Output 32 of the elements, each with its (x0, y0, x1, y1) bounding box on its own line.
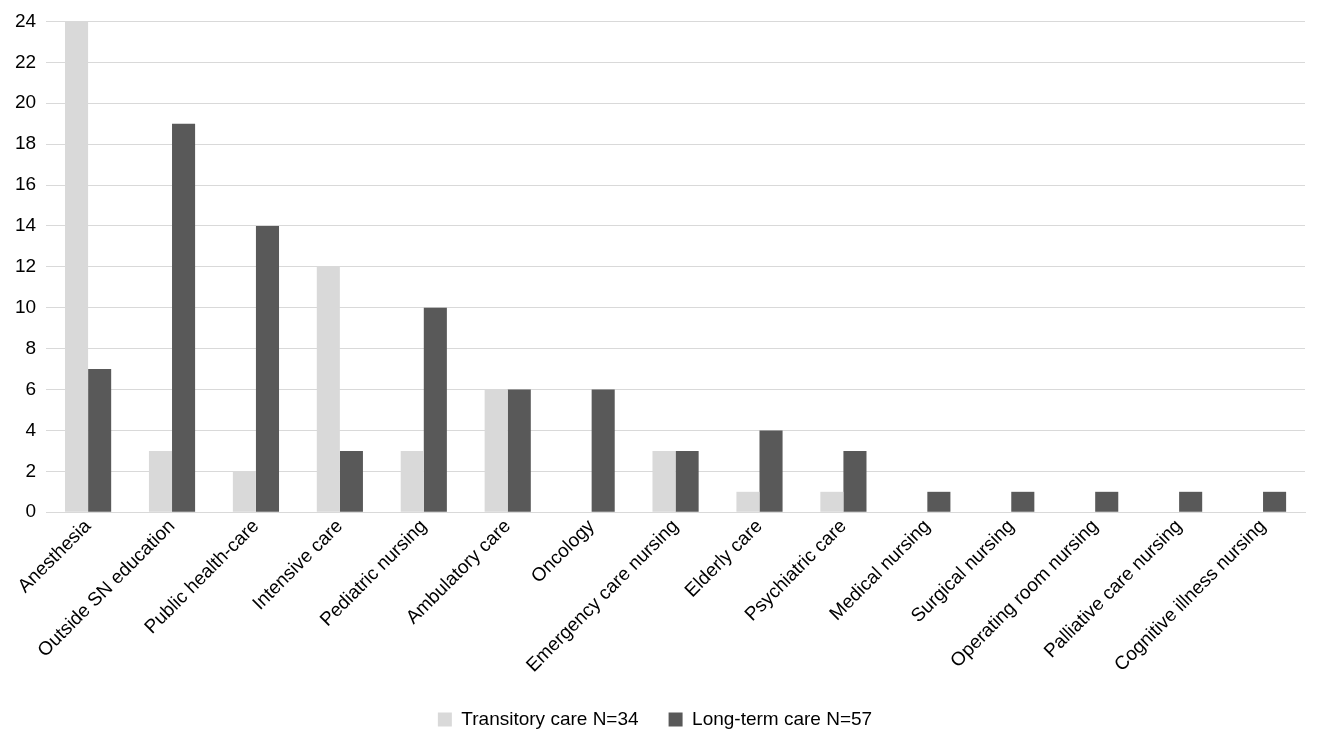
y-tick-label: 6 (25, 377, 37, 399)
bar (736, 491, 760, 512)
y-tick-label: 12 (14, 255, 37, 277)
y-tick-label: 0 (25, 500, 37, 522)
bar (1095, 491, 1119, 512)
y-tick-label: 24 (14, 9, 37, 31)
bar (172, 123, 196, 512)
bar (843, 450, 867, 512)
bar (591, 389, 615, 512)
legend-label: Long-term care N=57 (692, 707, 873, 729)
legend-label: Transitory care N=34 (461, 707, 640, 729)
y-tick-label: 8 (25, 336, 37, 358)
bar (1263, 491, 1287, 512)
bar (1011, 491, 1035, 512)
y-tick-label: 10 (14, 295, 37, 317)
bar (423, 307, 447, 512)
bar (820, 491, 844, 512)
bar (255, 225, 280, 512)
bar (927, 491, 951, 512)
bar (507, 389, 531, 512)
bar (1179, 491, 1203, 512)
y-tick-label: 16 (14, 173, 37, 195)
y-tick-label: 22 (14, 50, 37, 72)
bar (88, 369, 112, 512)
bar (759, 430, 783, 512)
bar (675, 450, 699, 512)
y-tick-label: 18 (14, 132, 37, 154)
y-tick-label: 4 (25, 418, 37, 440)
bar (339, 450, 363, 512)
y-tick-label: 14 (14, 214, 37, 236)
y-tick-label: 2 (25, 459, 37, 481)
y-tick-label: 20 (14, 91, 37, 113)
